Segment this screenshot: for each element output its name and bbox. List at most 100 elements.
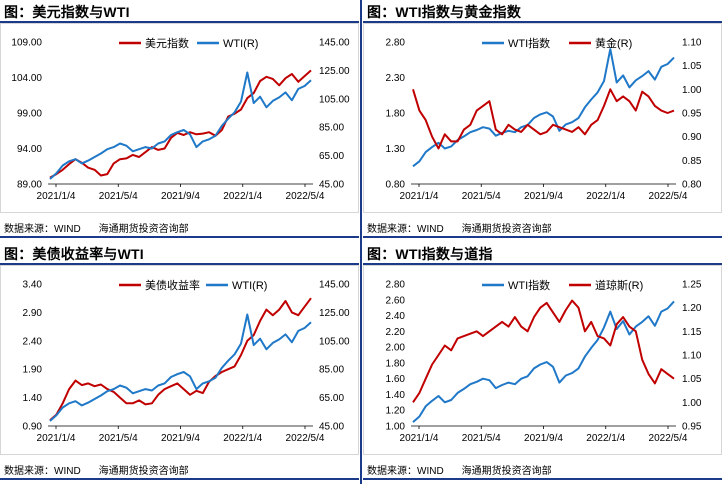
y-right-tick-label: 1.10 bbox=[682, 351, 702, 362]
x-tick-label: 2022/1/4 bbox=[223, 191, 262, 202]
x-tick-label: 2022/5/4 bbox=[286, 433, 325, 444]
panel-wti-gold: 图：WTI指数与黄金指数 0.80 1.30 1.80 2.30 2.80 0.80 0.8… bbox=[363, 0, 722, 240]
y-left-tick-label: 2.40 bbox=[23, 336, 43, 347]
source-name: WIND bbox=[417, 466, 444, 477]
company-name: 海通期货投资咨询部 bbox=[98, 224, 189, 235]
y-right-tick-label: 1.00 bbox=[682, 398, 702, 409]
chart-ust-wti: 0.90 1.40 1.90 2.40 2.90 3.40 45.00 65.00 85.00 1… bbox=[23, 278, 350, 444]
source-name: WIND bbox=[54, 466, 81, 477]
y-right-tick-label: 0.80 bbox=[682, 180, 702, 191]
footer-rule bbox=[0, 236, 359, 238]
series-line bbox=[412, 88, 675, 150]
chart-wti-gold: 0.80 1.30 1.80 2.30 2.80 0.80 0.85 0.90 0.95 1.00… bbox=[386, 36, 702, 202]
x-tick-label: 2021/9/4 bbox=[524, 433, 563, 444]
y-left-tick-label: 0.80 bbox=[386, 180, 406, 191]
chart-frame: 1.00 1.20 1.40 1.60 1.80 2.00 2.20 2.40 2.60 2.80… bbox=[363, 265, 722, 455]
source-prefix: 数据来源： bbox=[4, 224, 54, 235]
source-note: 数据来源：WIND 海通期货投资咨询部 bbox=[367, 220, 552, 235]
title-rule bbox=[0, 263, 359, 265]
legend-label: 道琼斯(R) bbox=[595, 278, 643, 292]
source-prefix: 数据来源： bbox=[367, 224, 417, 235]
series-line bbox=[49, 71, 312, 180]
title-rule bbox=[363, 263, 722, 265]
source-name: WIND bbox=[417, 224, 444, 235]
y-right-tick-label: 125.00 bbox=[319, 66, 350, 77]
legend-label: WTI(R) bbox=[223, 38, 258, 50]
y-right-tick-label: 1.00 bbox=[682, 85, 702, 96]
panel-wti-dow: 图：WTI指数与道指 1.00 1.20 1.40 1.60 1.80 2.00 2.20 2… bbox=[363, 242, 722, 482]
chart-frame: 0.90 1.40 1.90 2.40 2.90 3.40 45.00 65.00 85.00 1… bbox=[0, 265, 359, 455]
y-left-tick-label: 1.40 bbox=[386, 390, 406, 401]
legend-label: 黄金(R) bbox=[595, 36, 632, 50]
footer-rule bbox=[363, 478, 722, 480]
y-right-tick-label: 145.00 bbox=[319, 38, 350, 49]
y-right-tick-label: 0.90 bbox=[682, 132, 702, 143]
y-right-tick-label: 85.00 bbox=[319, 123, 344, 134]
x-tick-label: 2022/5/4 bbox=[286, 191, 325, 202]
y-right-tick-label: 105.00 bbox=[319, 336, 350, 347]
y-left-tick-label: 94.00 bbox=[17, 144, 42, 155]
legend-label: WTI(R) bbox=[232, 280, 267, 292]
x-tick-label: 2022/1/4 bbox=[586, 191, 625, 202]
y-right-tick-label: 45.00 bbox=[319, 422, 344, 433]
chart-frame: 0.80 1.30 1.80 2.30 2.80 0.80 0.85 0.90 0.95 1.00… bbox=[363, 23, 722, 213]
legend-label: WTI指数 bbox=[508, 278, 550, 292]
series-line bbox=[49, 69, 312, 179]
y-right-tick-label: 105.00 bbox=[319, 94, 350, 105]
y-left-tick-label: 2.40 bbox=[386, 311, 406, 322]
legend-label: 美元指数 bbox=[145, 36, 189, 50]
x-tick-label: 2021/5/4 bbox=[99, 433, 138, 444]
panel-title: 图：美元指数与WTI bbox=[4, 4, 130, 20]
x-tick-label: 2021/5/4 bbox=[462, 433, 501, 444]
source-prefix: 数据来源： bbox=[4, 466, 54, 477]
company-name: 海通期货投资咨询部 bbox=[461, 466, 552, 477]
y-left-tick-label: 1.60 bbox=[386, 374, 406, 385]
y-right-tick-label: 1.15 bbox=[682, 327, 702, 338]
series-line bbox=[49, 313, 312, 422]
source-note: 数据来源：WIND 海通期货投资咨询部 bbox=[4, 220, 189, 235]
y-left-tick-label: 0.90 bbox=[23, 422, 43, 433]
y-right-tick-label: 1.05 bbox=[682, 61, 702, 72]
x-tick-label: 2021/9/4 bbox=[524, 191, 563, 202]
source-prefix: 数据来源： bbox=[367, 466, 417, 477]
y-left-tick-label: 1.80 bbox=[386, 358, 406, 369]
y-right-tick-label: 65.00 bbox=[319, 393, 344, 404]
panel-title: 图：美债收益率与WTI bbox=[4, 246, 144, 262]
title-rule bbox=[0, 21, 359, 23]
company-name: 海通期货投资咨询部 bbox=[98, 466, 189, 477]
x-tick-label: 2021/1/4 bbox=[400, 433, 439, 444]
y-left-tick-label: 104.00 bbox=[11, 73, 42, 84]
y-left-tick-label: 2.80 bbox=[386, 38, 406, 49]
chart-dxy-wti: 89.00 94.00 99.00 104.00 109.00 45.00 65.00 85.… bbox=[11, 36, 350, 202]
y-left-tick-label: 89.00 bbox=[17, 180, 42, 191]
y-left-tick-label: 1.30 bbox=[386, 144, 406, 155]
legend-label: WTI指数 bbox=[508, 36, 550, 50]
y-right-tick-label: 125.00 bbox=[319, 308, 350, 319]
x-tick-label: 2021/5/4 bbox=[99, 191, 138, 202]
y-left-tick-label: 2.00 bbox=[386, 343, 406, 354]
x-tick-label: 2022/1/4 bbox=[586, 433, 625, 444]
y-left-tick-label: 1.40 bbox=[23, 393, 43, 404]
y-left-tick-label: 1.20 bbox=[386, 406, 406, 417]
y-left-tick-label: 2.60 bbox=[386, 295, 406, 306]
y-left-tick-label: 1.80 bbox=[386, 109, 406, 120]
y-left-tick-label: 2.30 bbox=[386, 73, 406, 84]
source-note: 数据来源：WIND 海通期货投资咨询部 bbox=[4, 462, 189, 477]
panel-title: 图：WTI指数与道指 bbox=[367, 246, 493, 262]
y-right-tick-label: 145.00 bbox=[319, 280, 350, 291]
y-right-tick-label: 1.25 bbox=[682, 280, 702, 291]
x-tick-label: 2021/9/4 bbox=[161, 191, 200, 202]
series-line bbox=[412, 300, 675, 423]
y-left-tick-label: 1.00 bbox=[386, 422, 406, 433]
source-name: WIND bbox=[54, 224, 81, 235]
y-right-tick-label: 0.95 bbox=[682, 422, 702, 433]
y-right-tick-label: 0.85 bbox=[682, 156, 702, 167]
y-right-tick-label: 1.05 bbox=[682, 374, 702, 385]
footer-rule bbox=[0, 478, 359, 480]
y-left-tick-label: 109.00 bbox=[11, 38, 42, 49]
y-right-tick-label: 65.00 bbox=[319, 151, 344, 162]
y-right-tick-label: 85.00 bbox=[319, 365, 344, 376]
y-right-tick-label: 1.10 bbox=[682, 38, 702, 49]
source-note: 数据来源：WIND 海通期货投资咨询部 bbox=[367, 462, 552, 477]
x-tick-label: 2021/1/4 bbox=[400, 191, 439, 202]
